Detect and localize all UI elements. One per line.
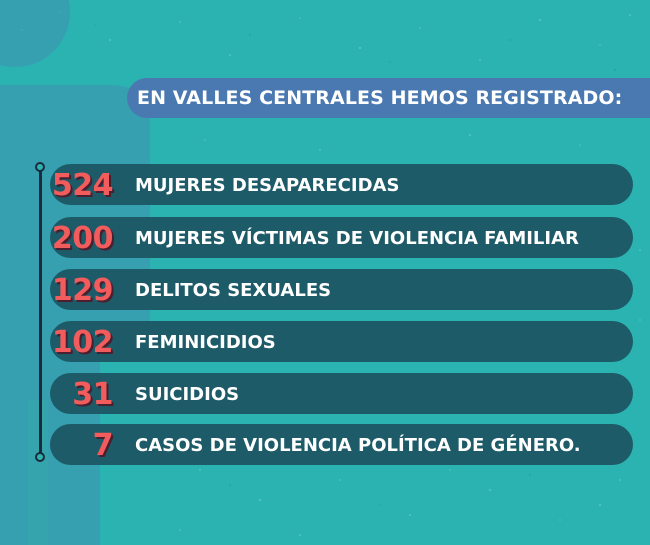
stat-label: DELITOS SEXUALES	[135, 280, 332, 301]
header-title: EN VALLES CENTRALES HEMOS REGISTRADO:	[137, 87, 623, 109]
stat-label: CASOS DE VIOLENCIA POLÍTICA DE GÉNERO.	[135, 435, 581, 456]
stat-row-delitos-sexuales: 129 DELITOS SEXUALES	[50, 269, 633, 310]
header-banner: EN VALLES CENTRALES HEMOS REGISTRADO:	[127, 78, 650, 118]
stat-row-feminicidios: 102 FEMINICIDIOS	[50, 321, 633, 362]
stat-number: 129	[51, 273, 114, 308]
stat-label: SUICIDIOS	[135, 384, 240, 405]
stat-row-desaparecidas: 524 MUJERES DESAPARECIDAS	[50, 164, 633, 205]
timeline-line	[39, 168, 42, 458]
stat-row-violencia-familiar: 200 MUJERES VÍCTIMAS DE VIOLENCIA FAMILI…	[50, 217, 633, 258]
stat-label: MUJERES VÍCTIMAS DE VIOLENCIA FAMILIAR	[135, 228, 579, 249]
stat-number: 200	[51, 221, 114, 256]
stat-number: 7	[92, 428, 114, 463]
timeline-dot-top	[35, 162, 45, 172]
stat-label: MUJERES DESAPARECIDAS	[135, 175, 400, 196]
stat-number: 524	[51, 168, 114, 203]
timeline-dot-bottom	[35, 452, 45, 462]
stat-number: 31	[72, 377, 113, 412]
stat-number: 102	[51, 325, 114, 360]
stat-label: FEMINICIDIOS	[135, 332, 276, 353]
stat-row-suicidios: 31 SUICIDIOS	[50, 373, 633, 414]
stat-row-violencia-politica: 7 CASOS DE VIOLENCIA POLÍTICA DE GÉNERO.	[50, 424, 633, 465]
